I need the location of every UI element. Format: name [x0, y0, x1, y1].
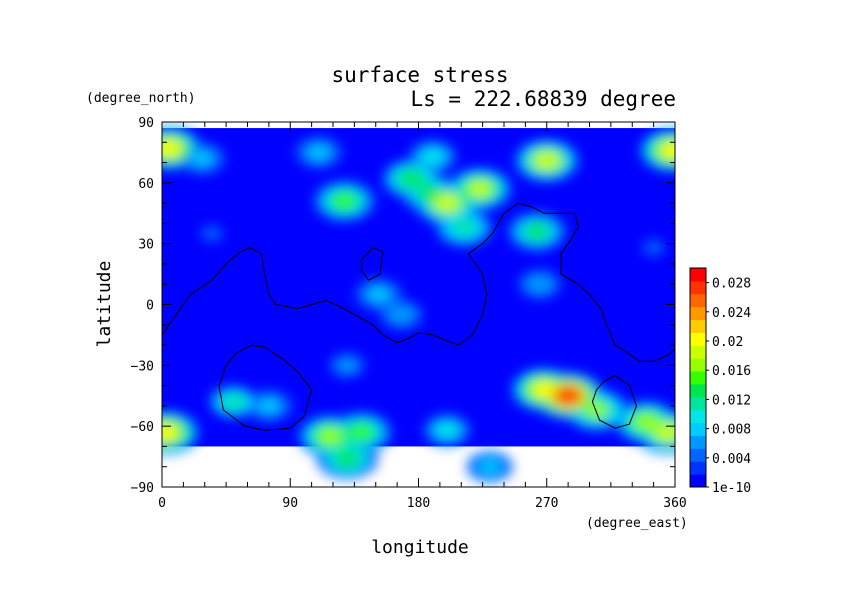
- field-hotspot: [454, 220, 474, 235]
- colorbar-label: 0.004: [712, 452, 751, 467]
- field-hotspot: [338, 358, 357, 372]
- y-tick-label: 30: [138, 238, 154, 253]
- colorbar-label: 0.008: [712, 423, 751, 438]
- colorbar-swatch: [690, 268, 706, 282]
- colorbar-label: 0.024: [712, 306, 751, 321]
- field-hotspot: [162, 424, 178, 441]
- colorbar-label: 0.016: [712, 364, 751, 379]
- contour-lines: [162, 202, 675, 431]
- y-tick-label: −60: [131, 420, 154, 435]
- field-hotspot: [223, 394, 243, 409]
- field-hotspot: [526, 224, 547, 239]
- y-tick-label: −30: [131, 359, 154, 374]
- colorbar-swatch: [690, 422, 706, 436]
- colorbar-swatch: [690, 358, 706, 372]
- field-hotspot: [423, 149, 443, 164]
- colorbar: 1e-10 0.004 0.008 0.012 0.016 0.02 0.024 0.028: [689, 267, 751, 496]
- x-tick-label: 180: [407, 496, 430, 511]
- x-units-label: (degree_east): [586, 516, 688, 531]
- y-tick-label: 60: [138, 177, 154, 192]
- field-hotspot: [480, 460, 499, 474]
- field-hotspot: [420, 185, 440, 201]
- contour-line: [218, 344, 313, 431]
- axes: 0 90 180 270 360 90 60 30 0 −30 −60 −90: [131, 116, 687, 511]
- colorbar-label: 0.012: [712, 393, 751, 408]
- y-tick-label: 90: [138, 116, 154, 131]
- field-hotspot: [319, 428, 341, 444]
- field-hotspot: [469, 181, 491, 197]
- x-tick-label: 90: [282, 496, 298, 511]
- field-hotspot: [586, 402, 607, 418]
- colorbar-swatch: [690, 319, 706, 333]
- field-hotspot: [369, 287, 388, 302]
- y-tick-label: −90: [131, 481, 154, 496]
- colorbar-swatch: [690, 293, 706, 308]
- field-hotspot: [351, 424, 372, 440]
- field-hotspot: [392, 308, 411, 322]
- colorbar-swatch: [690, 345, 706, 359]
- chart-title: surface stress: [331, 63, 508, 87]
- colorbar-swatch: [690, 461, 706, 475]
- field-hotspot: [401, 171, 422, 187]
- y-units-label: (degree_north): [86, 91, 196, 106]
- colorbar-swatch: [690, 435, 706, 449]
- x-tick-label: 360: [663, 496, 686, 511]
- field-hotspots: [162, 126, 675, 483]
- colorbar-swatch: [690, 371, 706, 385]
- colorbar-swatch: [690, 280, 706, 295]
- field-hotspot: [334, 193, 355, 209]
- colorbar-frame: [689, 267, 707, 488]
- x-axis-title: longitude: [371, 537, 469, 558]
- field-hotspot: [259, 399, 278, 413]
- colorbar-label: 0.02: [712, 335, 743, 350]
- y-tick-label: 0: [146, 299, 154, 314]
- colorbar-label: 1e-10: [712, 481, 751, 496]
- contour-line: [591, 374, 638, 429]
- field-hotspot: [533, 381, 555, 398]
- field-hotspot: [337, 451, 358, 466]
- colorbar-swatch: [690, 383, 706, 398]
- chart-subtitle: Ls = 222.68839 degree: [410, 87, 676, 111]
- colorbar-swatch: [690, 332, 706, 346]
- plot-area: [162, 122, 675, 487]
- y-axis-title: latitude: [94, 261, 115, 348]
- field-hotspot: [661, 142, 675, 159]
- field-hotspot: [556, 387, 580, 405]
- field-hotspot: [657, 424, 675, 440]
- colorbar-swatch: [690, 306, 706, 321]
- field-hotspot: [162, 140, 180, 157]
- contour-line: [162, 202, 675, 362]
- field-hotspot: [203, 227, 221, 240]
- colorbar-swatch: [690, 396, 706, 411]
- colorbar-swatch: [690, 448, 706, 462]
- colorbar-swatch: [690, 409, 706, 424]
- colorbar-swatch: [690, 474, 706, 488]
- field-hotspot: [645, 241, 663, 255]
- colorbar-label: 0.028: [712, 277, 751, 292]
- field-hotspot: [309, 145, 328, 160]
- contour-line: [361, 247, 384, 281]
- field-hotspot: [436, 195, 458, 211]
- field-hotspot: [192, 151, 212, 166]
- field-hotspot: [636, 414, 657, 430]
- x-tick-label: 0: [158, 496, 166, 511]
- field-hotspot: [536, 152, 558, 169]
- field-hotspot: [437, 423, 457, 438]
- x-tick-label: 270: [535, 496, 558, 511]
- field-hotspot: [530, 277, 549, 291]
